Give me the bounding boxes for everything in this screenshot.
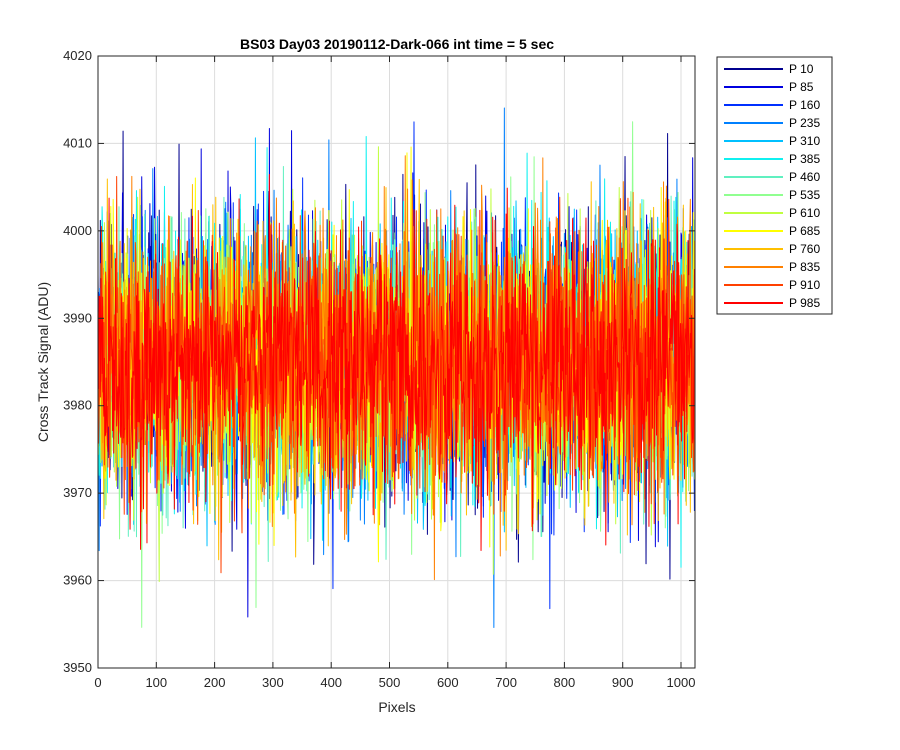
legend-label: P 460 <box>789 170 820 184</box>
y-tick-label: 3950 <box>63 660 92 675</box>
y-tick-label: 4020 <box>63 48 92 63</box>
x-tick-label: 200 <box>204 675 226 690</box>
legend-label: P 685 <box>789 224 820 238</box>
legend-label: P 385 <box>789 152 820 166</box>
y-tick-label: 4000 <box>63 223 92 238</box>
legend-label: P 835 <box>789 260 820 274</box>
legend-label: P 310 <box>789 134 820 148</box>
legend-box <box>716 56 833 315</box>
x-tick-label: 400 <box>320 675 342 690</box>
legend-label: P 535 <box>789 188 820 202</box>
y-axis-label: Cross Track Signal (ADU) <box>35 282 51 442</box>
x-tick-label: 300 <box>262 675 284 690</box>
x-tick-label: 100 <box>145 675 167 690</box>
legend-label: P 160 <box>789 98 820 112</box>
x-tick-label: 0 <box>94 675 101 690</box>
series-line-p985 <box>97 174 695 551</box>
x-tick-label: 900 <box>612 675 634 690</box>
y-tick-label: 4010 <box>63 135 92 150</box>
x-tick-label: 1000 <box>667 675 696 690</box>
legend: P 10 P 85 P 160 P 235 P 310 P 385 P 460 P 535 P … <box>716 56 833 315</box>
y-tick-label: 3990 <box>63 310 92 325</box>
x-tick-label: 500 <box>379 675 401 690</box>
x-tick-label: 600 <box>437 675 459 690</box>
y-tick-label: 3960 <box>63 573 92 588</box>
legend-label: P 85 <box>789 80 814 94</box>
legend-label: P 910 <box>789 278 820 292</box>
legend-label: P 760 <box>789 242 820 256</box>
y-tick-label: 3970 <box>63 485 92 500</box>
legend-label: P 235 <box>789 116 820 130</box>
x-axis-label: Pixels <box>378 699 415 715</box>
ticks: 0 100 200 300 400 500 600 700 800 900 1000 3950 3960… <box>63 48 695 690</box>
y-tick-label: 3980 <box>63 398 92 413</box>
chart-title: BS03 Day03 20190112-Dark-066 int time = … <box>240 36 554 52</box>
legend-label: P 985 <box>789 296 820 310</box>
x-tick-label: 700 <box>495 675 517 690</box>
x-tick-label: 800 <box>554 675 576 690</box>
series-layer <box>97 107 695 629</box>
plot-frame <box>97 55 696 669</box>
legend-label: P 10 <box>789 62 814 76</box>
legend-label: P 610 <box>789 206 820 220</box>
